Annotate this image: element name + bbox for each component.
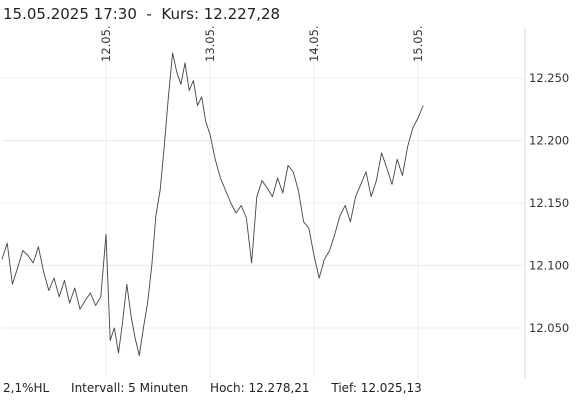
y-tick-label: 12.150 <box>529 196 569 210</box>
chart-title: 15.05.2025 17:30 - Kurs: 12.227,28 <box>3 5 281 23</box>
x-tick-label: 14.05. <box>307 25 321 62</box>
interval-label: Intervall: 5 Minuten <box>71 381 189 395</box>
price-line <box>1 52 424 356</box>
x-tick-label: 15.05. <box>411 25 425 62</box>
y-axis-ticks: 12.050 12.100 12.150 12.200 12.250 <box>529 71 569 335</box>
chart-footer: 2,1%HL Intervall: 5 Minuten Hoch: 12.278… <box>3 381 440 395</box>
high-value: Hoch: 12.278,21 <box>210 381 310 395</box>
x-axis-ticks: 12.05. 13.05. 14.05. 15.05. <box>99 25 425 62</box>
y-tick-label: 12.050 <box>529 321 569 335</box>
y-tick-label: 12.250 <box>529 71 569 85</box>
price-chart: 12.05. 13.05. 14.05. 15.05. 12.05012.10012.… <box>1 25 569 378</box>
grid-lines <box>2 28 526 378</box>
range-indicator: 2,1%HL <box>3 381 50 395</box>
x-tick-label: 12.05. <box>99 25 113 62</box>
y-tick-label: 12.200 <box>529 134 569 148</box>
y-tick-label: 12.100 <box>529 259 569 273</box>
low-value: Tief: 12.025,13 <box>331 381 422 395</box>
x-tick-label: 13.05. <box>203 25 217 62</box>
